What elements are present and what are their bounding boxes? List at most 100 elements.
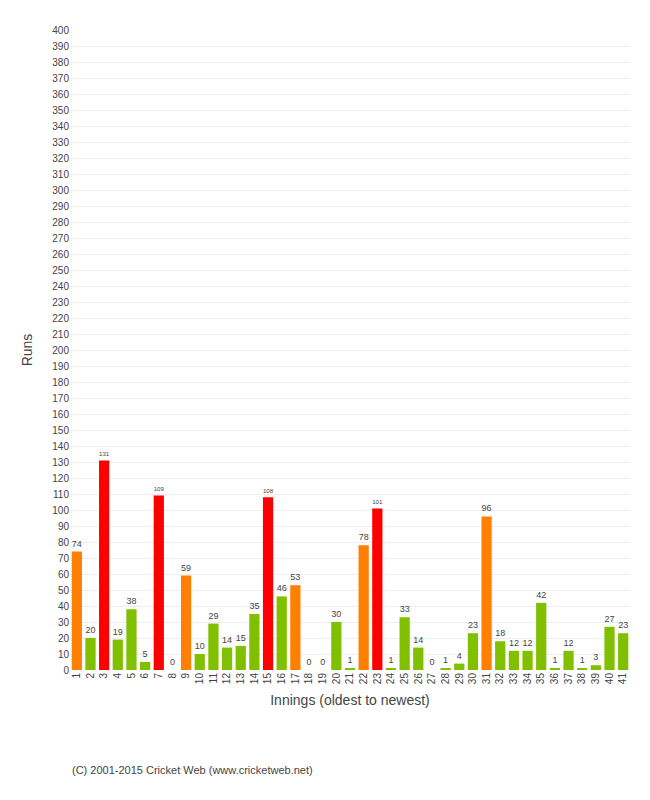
svg-text:2: 2 [85, 673, 96, 679]
svg-text:20: 20 [58, 633, 70, 644]
svg-text:50: 50 [58, 585, 70, 596]
svg-text:39: 39 [590, 673, 601, 685]
svg-text:80: 80 [58, 537, 70, 548]
svg-text:40: 40 [604, 673, 615, 685]
svg-text:41: 41 [617, 673, 628, 685]
svg-text:14: 14 [222, 635, 232, 645]
svg-text:270: 270 [52, 233, 69, 244]
svg-text:12: 12 [509, 638, 519, 648]
svg-text:Innings (oldest to newest): Innings (oldest to newest) [270, 692, 430, 708]
svg-text:53: 53 [290, 572, 300, 582]
svg-text:350: 350 [52, 105, 69, 116]
svg-text:230: 230 [52, 297, 69, 308]
svg-text:20: 20 [331, 673, 342, 685]
svg-text:170: 170 [52, 393, 69, 404]
svg-text:30: 30 [331, 609, 341, 619]
svg-text:310: 310 [52, 169, 69, 180]
svg-text:5: 5 [143, 649, 148, 659]
svg-text:38: 38 [126, 596, 136, 606]
svg-text:370: 370 [52, 73, 69, 84]
svg-text:12: 12 [523, 638, 533, 648]
svg-text:16: 16 [276, 673, 287, 685]
svg-text:8: 8 [167, 673, 178, 679]
svg-text:17: 17 [290, 673, 301, 685]
svg-text:0: 0 [63, 665, 69, 676]
svg-text:78: 78 [359, 532, 369, 542]
svg-text:29: 29 [208, 611, 218, 621]
svg-text:130: 130 [52, 457, 69, 468]
svg-text:7: 7 [153, 673, 164, 679]
svg-text:1: 1 [552, 655, 557, 665]
svg-text:190: 190 [52, 361, 69, 372]
svg-text:Runs: Runs [19, 334, 35, 367]
svg-text:100: 100 [52, 505, 69, 516]
svg-text:23: 23 [372, 673, 383, 685]
svg-text:1: 1 [71, 673, 82, 679]
svg-text:15: 15 [262, 673, 273, 685]
svg-text:320: 320 [52, 153, 69, 164]
svg-text:140: 140 [52, 441, 69, 452]
svg-text:14: 14 [249, 673, 260, 685]
svg-text:26: 26 [413, 673, 424, 685]
svg-text:30: 30 [58, 617, 70, 628]
svg-text:27: 27 [426, 673, 437, 685]
svg-text:11: 11 [208, 673, 219, 684]
svg-text:35: 35 [249, 601, 259, 611]
svg-text:1: 1 [580, 655, 585, 665]
svg-text:59: 59 [181, 563, 191, 573]
svg-text:23: 23 [618, 620, 628, 630]
svg-text:28: 28 [440, 673, 451, 685]
svg-text:20: 20 [85, 625, 95, 635]
svg-text:3: 3 [98, 673, 109, 679]
svg-text:12: 12 [564, 638, 574, 648]
svg-text:27: 27 [605, 614, 615, 624]
svg-text:330: 330 [52, 137, 69, 148]
svg-text:210: 210 [52, 329, 69, 340]
svg-text:240: 240 [52, 281, 69, 292]
svg-text:19: 19 [317, 673, 328, 685]
svg-text:31: 31 [481, 673, 492, 685]
svg-text:(C) 2001-2015 Cricket Web (www: (C) 2001-2015 Cricket Web (www.cricketwe… [72, 764, 313, 776]
svg-text:10: 10 [194, 673, 205, 685]
svg-text:15: 15 [236, 633, 246, 643]
svg-text:200: 200 [52, 345, 69, 356]
svg-text:6: 6 [139, 673, 150, 679]
svg-text:290: 290 [52, 201, 69, 212]
svg-text:33: 33 [400, 604, 410, 614]
svg-text:180: 180 [52, 377, 69, 388]
svg-text:340: 340 [52, 121, 69, 132]
svg-text:96: 96 [482, 503, 492, 513]
svg-text:29: 29 [454, 673, 465, 685]
svg-text:12: 12 [221, 673, 232, 685]
svg-text:38: 38 [576, 673, 587, 685]
svg-text:10: 10 [195, 641, 205, 651]
svg-text:9: 9 [180, 673, 191, 679]
svg-text:24: 24 [385, 673, 396, 685]
svg-text:42: 42 [536, 590, 546, 600]
svg-text:36: 36 [549, 673, 560, 685]
svg-text:3: 3 [593, 652, 598, 662]
svg-text:4: 4 [112, 673, 123, 679]
svg-text:90: 90 [58, 521, 70, 532]
svg-text:131: 131 [99, 450, 110, 457]
svg-text:74: 74 [72, 539, 82, 549]
svg-text:0: 0 [307, 657, 312, 667]
svg-text:101: 101 [372, 498, 383, 505]
svg-text:280: 280 [52, 217, 69, 228]
svg-text:22: 22 [358, 673, 369, 685]
svg-text:1: 1 [443, 655, 448, 665]
svg-text:400: 400 [52, 25, 69, 36]
svg-text:260: 260 [52, 249, 69, 260]
svg-text:5: 5 [126, 673, 137, 679]
svg-text:110: 110 [53, 489, 69, 500]
svg-text:250: 250 [52, 265, 69, 276]
svg-text:1: 1 [347, 655, 352, 665]
svg-text:34: 34 [522, 673, 533, 685]
svg-text:360: 360 [52, 89, 69, 100]
svg-text:23: 23 [468, 620, 478, 630]
svg-text:30: 30 [467, 673, 478, 685]
svg-text:4: 4 [457, 651, 462, 661]
svg-text:0: 0 [429, 657, 434, 667]
svg-text:40: 40 [58, 601, 70, 612]
svg-text:18: 18 [495, 628, 505, 638]
